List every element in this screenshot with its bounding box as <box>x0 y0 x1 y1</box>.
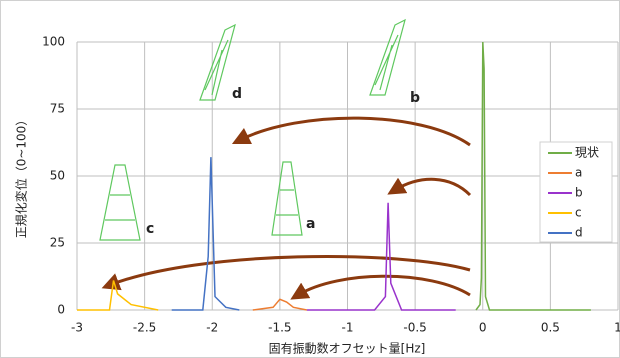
x-tick-label: 0.5 <box>541 321 560 335</box>
y-tick-label: 0 <box>57 303 65 317</box>
y-tick-label: 100 <box>42 35 65 49</box>
legend-label: 現状 <box>575 146 599 160</box>
y-axis-title: 正規化変位（0~100） <box>14 114 29 239</box>
y-tick-label: 25 <box>50 236 65 250</box>
legend-label: b <box>575 186 583 200</box>
x-tick-label: -1.5 <box>268 321 291 335</box>
x-tick-label: 0 <box>479 321 487 335</box>
chart: d b c a 固有振動数オフセット量[Hz] 正規化変位（0~100） 0 25… <box>0 0 620 358</box>
chart-frame <box>1 1 620 358</box>
legend-label: a <box>575 166 582 180</box>
annotation: b <box>410 90 420 106</box>
annotation: c <box>146 221 154 237</box>
x-tick-label: -3 <box>71 321 83 335</box>
legend-label: d <box>575 226 583 240</box>
x-tick-label: 1 <box>614 321 620 335</box>
x-tick-label: -1 <box>342 321 354 335</box>
annotation: d <box>232 86 242 102</box>
annotation: a <box>306 216 315 232</box>
y-tick-label: 75 <box>50 102 65 116</box>
x-tick-label: -2 <box>206 321 218 335</box>
x-tick-label: -2.5 <box>133 321 156 335</box>
x-axis-title: 固有振動数オフセット量[Hz] <box>269 341 426 356</box>
x-tick-label: -0.5 <box>403 321 426 335</box>
legend-label: c <box>575 206 582 220</box>
y-tick-label: 50 <box>50 169 65 183</box>
